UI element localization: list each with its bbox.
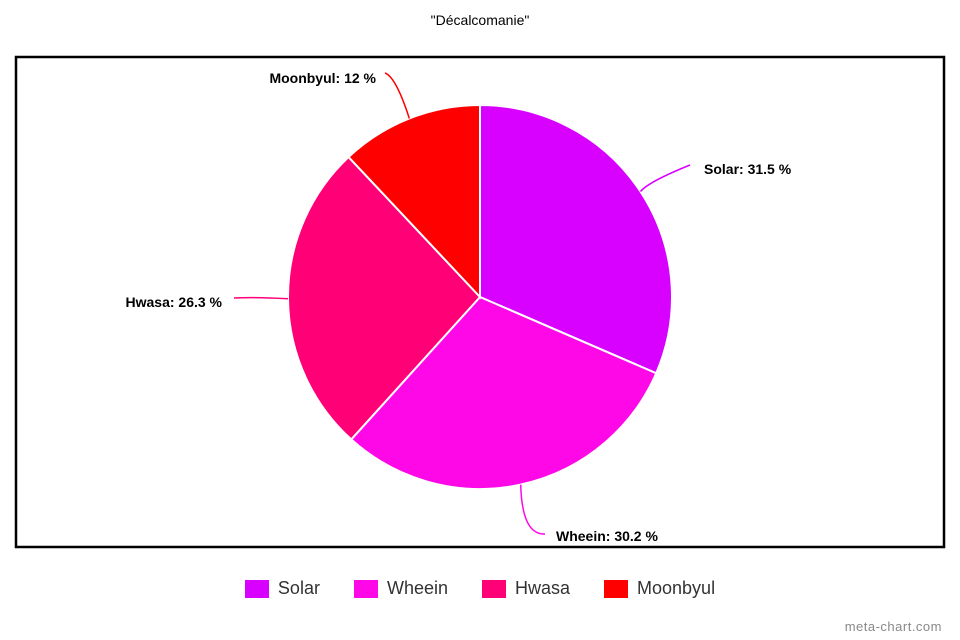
pie-labels: Solar: 31.5 % Wheein: 30.2 % Hwasa: 26.3 %… [126,70,792,544]
data-label-solar: Solar: 31.5 % [704,161,792,177]
pie-slice-solar[interactable] [479,103,673,375]
leader-line-moonbyul [384,72,411,119]
pie-slice-moonbyul[interactable] [347,103,481,300]
legend-item-moonbyul[interactable]: Moonbyul [604,578,715,599]
pie-chart: Solar: 31.5 % Wheein: 30.2 % Hwasa: 26.3 %… [14,55,946,549]
data-label-hwasa: Hwasa: 26.3 % [126,294,223,310]
legend-swatch [244,579,269,598]
legend-label: Moonbyul [637,578,716,598]
legend-swatch [481,579,506,598]
legend-label: Solar [277,578,320,598]
pie-slice-hwasa[interactable] [287,155,482,441]
legend-swatch [604,579,629,598]
leader-line-hwasa [233,296,289,300]
leader-line-solar [639,164,691,193]
legend-item-wheein[interactable]: Wheein [353,578,448,599]
leader-line-wheein [519,484,546,535]
legend-item-hwasa[interactable]: Hwasa [481,578,571,599]
legend-item-solar[interactable]: Solar [244,578,320,599]
legend-swatch [353,579,378,598]
data-label-wheein: Wheein: 30.2 % [556,528,658,544]
pie-slices [287,103,673,490]
legend-label: Hwasa [514,578,571,598]
watermark: meta-chart.com [844,619,942,634]
legend-label: Wheein [386,578,448,598]
chart-title: "Décalcomanie" [430,12,530,28]
data-label-moonbyul: Moonbyul: 12 % [269,70,376,86]
pie-slice-wheein[interactable] [349,295,658,490]
legend: Solar Wheein Hwasa Moonbyul [0,578,960,599]
